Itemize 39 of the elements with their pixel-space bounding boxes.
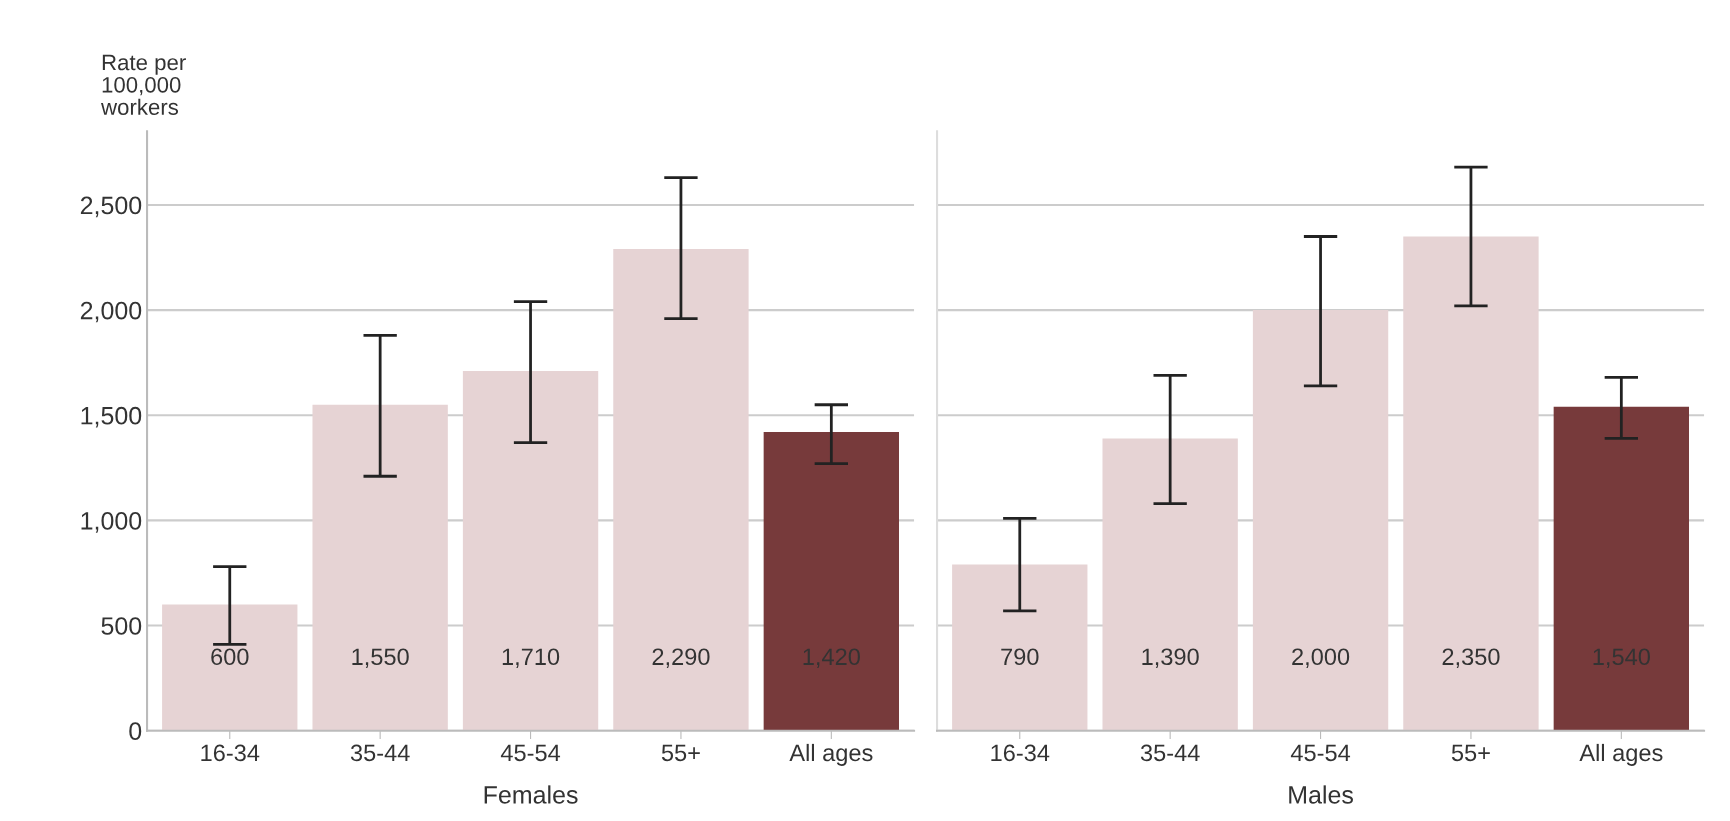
x-tick-label: All ages xyxy=(789,743,873,766)
data-label: 2,290 xyxy=(652,648,710,668)
x-tick-label: 16-34 xyxy=(201,744,260,762)
bar xyxy=(1403,236,1539,731)
bar xyxy=(1252,310,1389,731)
bar xyxy=(312,404,448,731)
bar xyxy=(1102,438,1238,731)
y-tick-label: 1,000 xyxy=(81,512,142,533)
data-label: 1,550 xyxy=(352,648,409,668)
data-label: 2,000 xyxy=(1292,648,1350,668)
bar xyxy=(162,604,298,731)
x-tick-label: 16-34 xyxy=(991,744,1050,762)
bar xyxy=(613,249,749,731)
x-tick-label: 55+ xyxy=(661,744,700,762)
y-tick-label: 1,500 xyxy=(81,406,142,428)
x-tick-label: 45-54 xyxy=(1290,744,1351,762)
y-tick-label: 2,500 xyxy=(80,196,142,218)
data-label: 1,390 xyxy=(1142,648,1199,668)
data-label: 1,710 xyxy=(502,648,560,668)
bar xyxy=(462,371,599,731)
x-tick-label: 55+ xyxy=(1451,744,1490,762)
bar xyxy=(763,432,900,731)
y-tick-label: 2,000 xyxy=(80,301,142,323)
x-tick-label: 35-44 xyxy=(1140,744,1200,762)
data-label: 1,540 xyxy=(1593,648,1650,668)
data-label: 600 xyxy=(211,648,249,666)
x-axis-title: Females xyxy=(484,785,578,804)
data-label: 1,420 xyxy=(803,648,860,668)
y-axis-title: Rate per 100,000 workers xyxy=(101,54,186,115)
x-tick-label: 35-44 xyxy=(350,744,410,762)
x-tick-label: All ages xyxy=(1579,743,1663,766)
bar xyxy=(952,564,1088,731)
x-tick-label: 45-54 xyxy=(500,744,561,762)
x-axis-title: Males xyxy=(1289,785,1353,804)
data-label: 790 xyxy=(1001,648,1039,666)
bar xyxy=(1553,406,1690,731)
y-tick-label: 0 xyxy=(129,722,142,740)
y-tick-label: 500 xyxy=(101,617,142,635)
data-label: 2,350 xyxy=(1442,648,1500,668)
